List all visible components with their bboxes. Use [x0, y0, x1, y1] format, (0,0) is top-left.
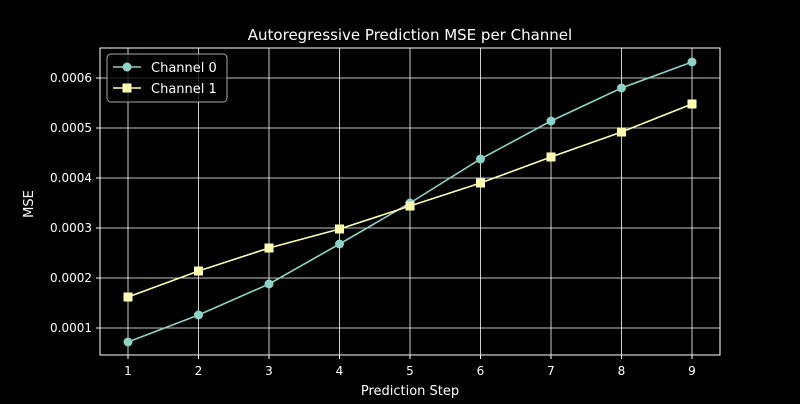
- legend-marker-icon: [122, 83, 132, 93]
- x-tick-label: 5: [406, 364, 414, 378]
- data-point: [264, 243, 274, 253]
- data-point: [194, 266, 203, 276]
- data-point: [123, 292, 133, 302]
- x-tick-label: 9: [688, 364, 696, 378]
- data-point: [687, 57, 697, 67]
- x-axis-ticks: 1 2 3 4 5 6 7 8 9: [124, 355, 696, 378]
- x-tick-label: 4: [336, 364, 344, 378]
- y-tick-label: 0.0001: [50, 321, 92, 335]
- legend-label: Channel 1: [151, 82, 217, 97]
- data-point: [335, 224, 344, 234]
- data-point: [405, 201, 415, 211]
- x-tick-label: 7: [547, 364, 555, 378]
- y-axis-label: MSE: [22, 190, 37, 218]
- data-point: [546, 116, 556, 126]
- legend-marker-icon: [122, 62, 132, 72]
- y-axis-ticks: 0.0001 0.0002 0.0003 0.0004 0.0005 0.0006: [50, 71, 100, 335]
- data-point: [546, 152, 556, 162]
- data-point: [476, 178, 485, 188]
- data-point: [687, 99, 697, 109]
- x-tick-label: 1: [124, 364, 132, 378]
- grid-lines: [100, 48, 720, 355]
- y-tick-label: 0.0004: [50, 171, 92, 185]
- data-point: [617, 127, 626, 137]
- data-point: [123, 337, 133, 347]
- legend-label: Channel 0: [151, 61, 217, 76]
- data-point: [194, 310, 203, 320]
- legend: Channel 0 Channel 1: [106, 53, 228, 103]
- x-tick-label: 8: [618, 364, 626, 378]
- legend-box: [106, 53, 228, 103]
- data-point: [264, 279, 274, 289]
- x-tick-label: 2: [195, 364, 203, 378]
- chart-title: Autoregressive Prediction MSE per Channe…: [248, 26, 572, 44]
- data-point: [335, 239, 344, 249]
- y-tick-label: 0.0005: [50, 121, 92, 135]
- y-tick-label: 0.0002: [50, 271, 92, 285]
- data-point: [617, 83, 626, 93]
- series-lines: [123, 57, 697, 347]
- x-tick-label: 3: [265, 364, 273, 378]
- y-tick-label: 0.0003: [50, 221, 92, 235]
- x-tick-label: 6: [477, 364, 485, 378]
- y-tick-label: 0.0006: [50, 71, 92, 85]
- x-axis-label: Prediction Step: [361, 384, 459, 399]
- data-point: [476, 154, 485, 164]
